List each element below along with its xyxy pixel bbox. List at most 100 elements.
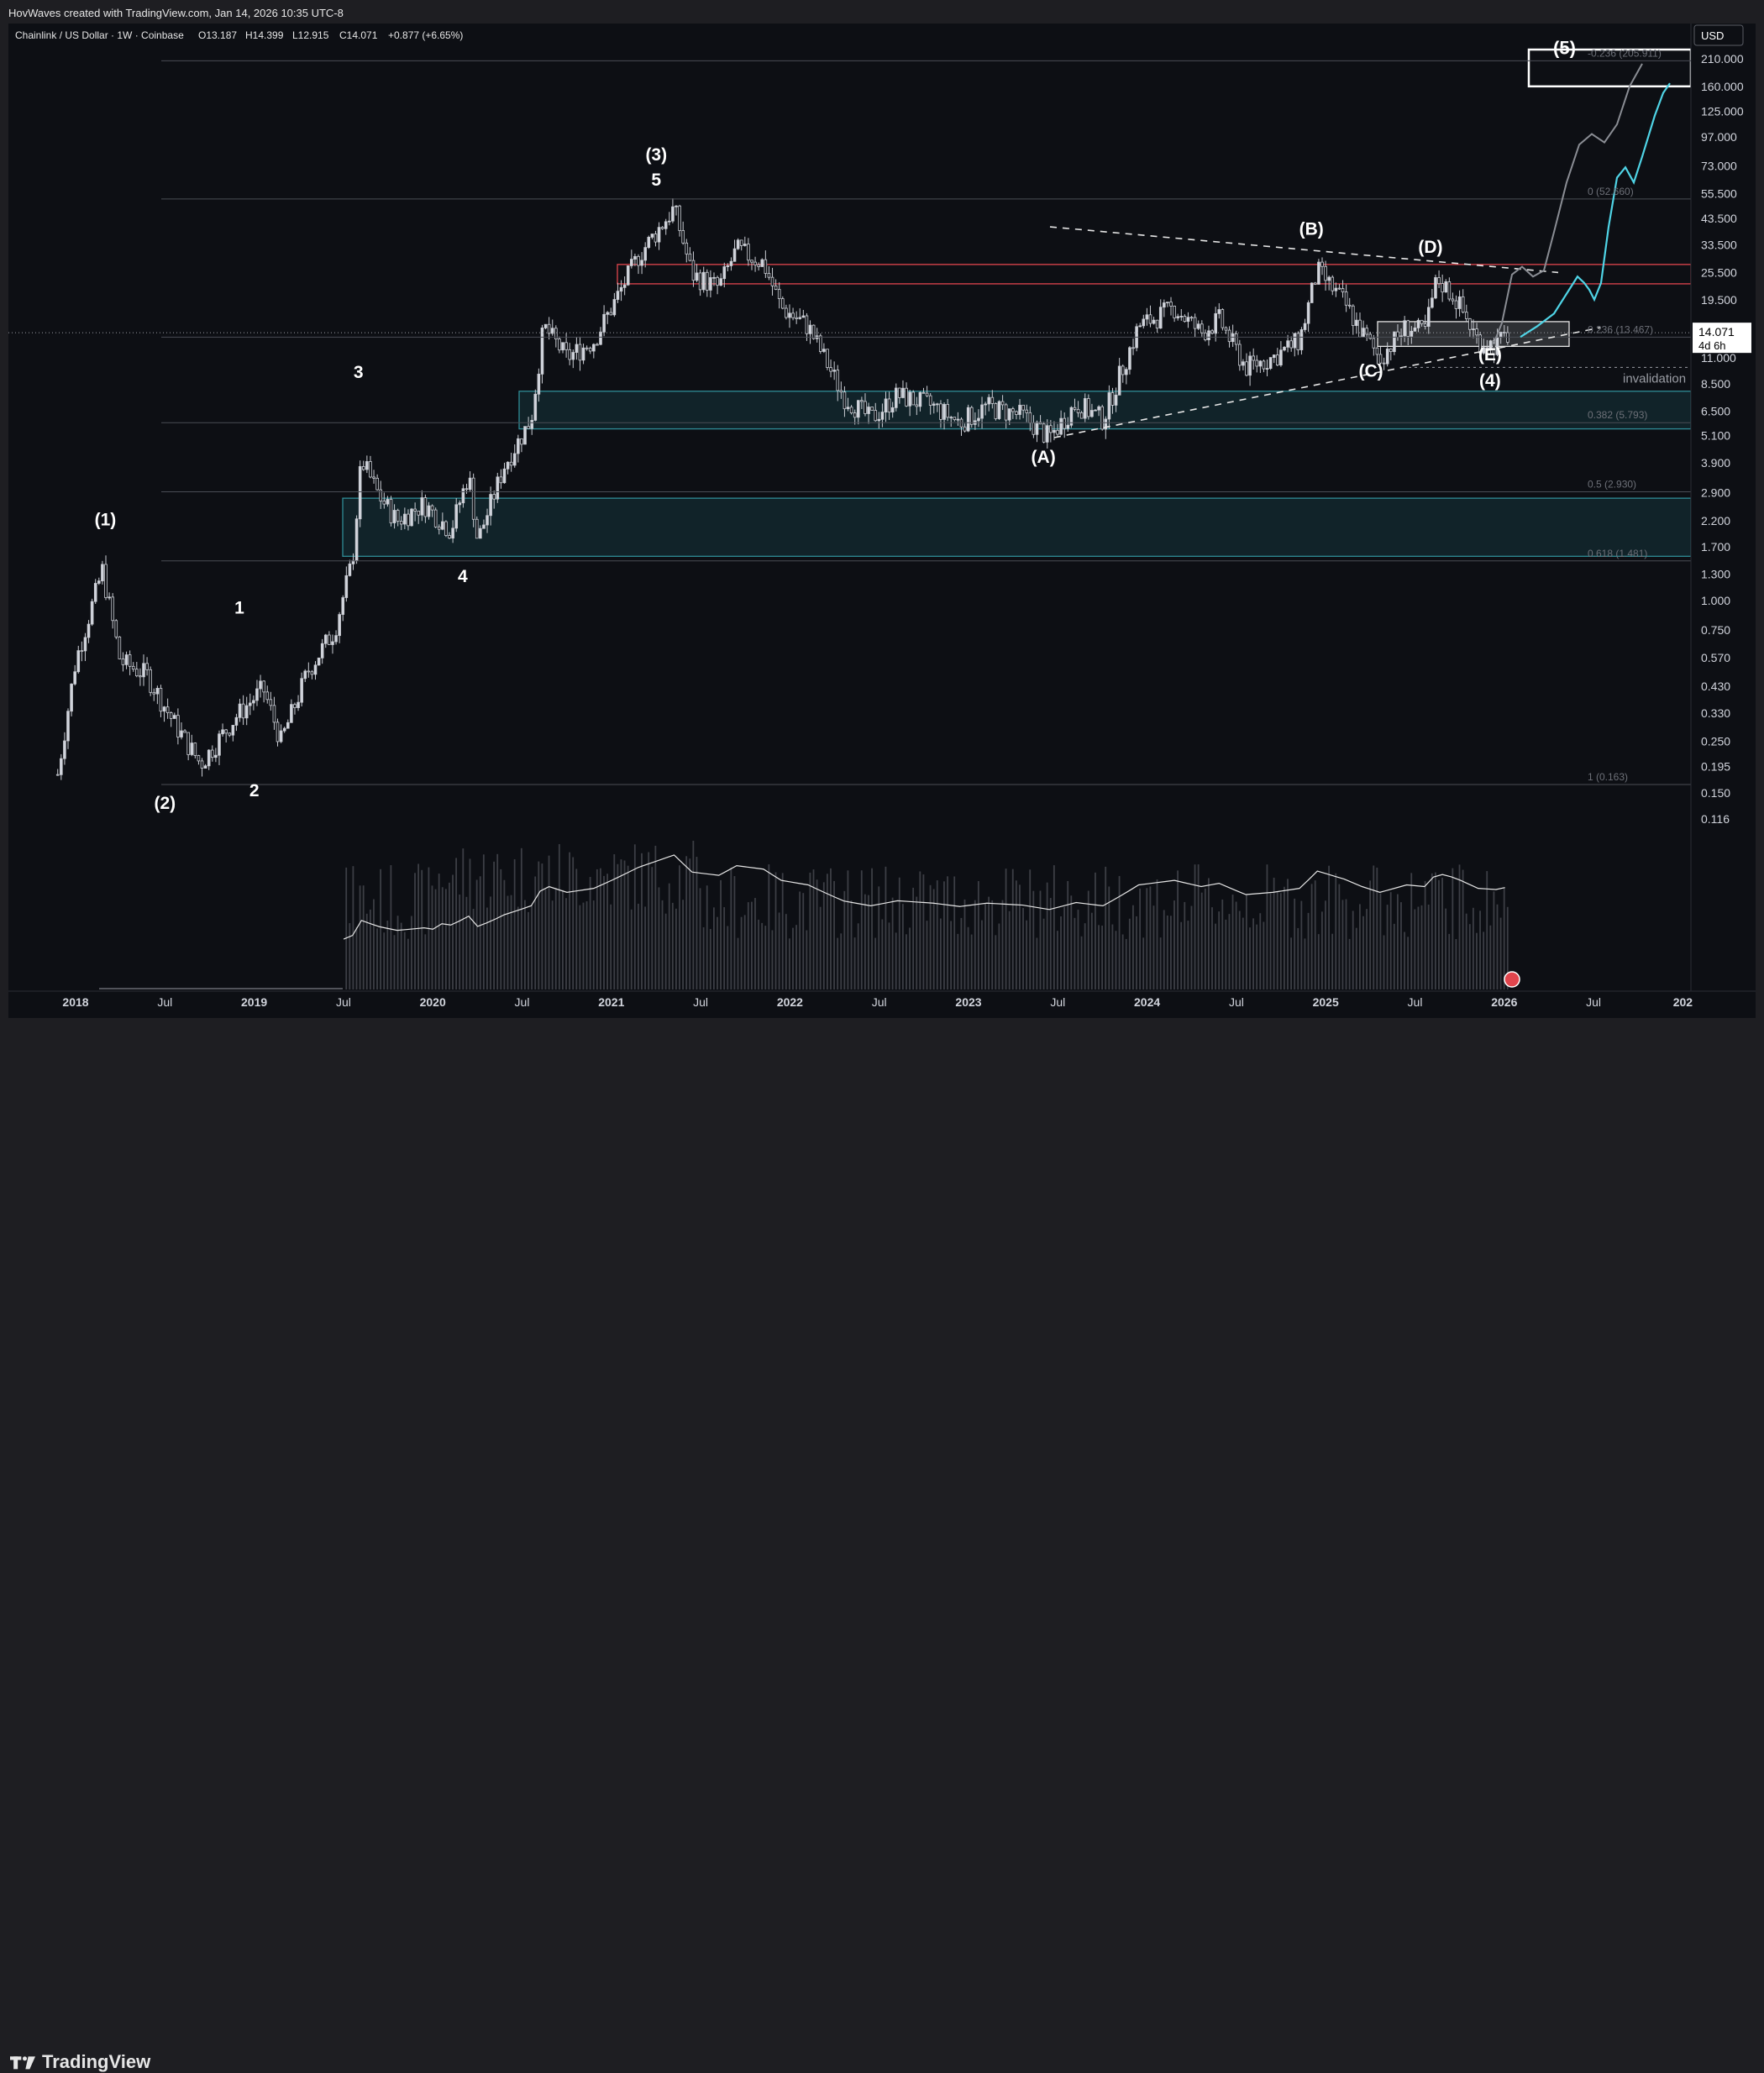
candle-body xyxy=(853,412,857,418)
candle-body xyxy=(1217,309,1221,314)
volume-bar xyxy=(393,935,396,989)
wave-label: (1) xyxy=(95,511,117,530)
candle-body xyxy=(290,704,293,723)
candle-body xyxy=(1482,347,1486,354)
candle-body xyxy=(1238,344,1242,366)
volume-bar xyxy=(857,923,859,989)
volume-bar xyxy=(1269,893,1272,989)
volume-bar xyxy=(888,922,890,989)
volume-bar xyxy=(651,867,654,989)
candle-body xyxy=(1478,334,1482,354)
volume-bar xyxy=(1011,869,1014,989)
volume-bar xyxy=(1015,880,1017,989)
price-chart[interactable]: -0.236 (205.911) 0 (52.660) 0.236 (13.467)… xyxy=(8,24,1756,1018)
volume-bar xyxy=(1032,890,1035,989)
candle-body xyxy=(66,711,70,742)
volume-bar xyxy=(1486,871,1488,989)
volume-bar xyxy=(1396,894,1399,989)
candle-body xyxy=(619,286,623,292)
candle-body xyxy=(770,276,774,286)
candle-body xyxy=(118,636,122,659)
volume-bar xyxy=(1506,906,1509,989)
candle-body xyxy=(210,749,214,758)
time-tick-label: Jul xyxy=(1229,995,1244,1009)
candle-body xyxy=(1028,412,1032,423)
candle-body xyxy=(73,671,76,685)
candle-body xyxy=(131,665,135,670)
volume-bar xyxy=(758,919,759,989)
volume-bar xyxy=(373,899,375,989)
time-tick-label: Jul xyxy=(1050,995,1065,1009)
volume-bar xyxy=(1386,905,1389,989)
volume-bar xyxy=(1314,880,1316,989)
candle-body xyxy=(898,387,901,398)
candle-body xyxy=(454,504,459,529)
legend-item: +0.877 (+6.65%) xyxy=(388,29,463,41)
volume-bar xyxy=(802,893,805,989)
candle-body xyxy=(1090,410,1094,417)
volume-bar xyxy=(1163,910,1165,989)
candle-body xyxy=(681,230,685,244)
candle-body xyxy=(282,727,286,732)
volume-bar xyxy=(723,907,726,989)
footer: TradingView xyxy=(0,1018,1764,2072)
candle-body xyxy=(706,271,709,291)
volume-bar xyxy=(465,896,468,989)
candle-body xyxy=(520,438,523,445)
legend-item: L12.915 xyxy=(292,29,329,41)
candle-body xyxy=(386,499,390,505)
volume-bar xyxy=(544,889,547,989)
candle-body xyxy=(716,276,719,286)
volume-bar xyxy=(1070,895,1073,989)
volume-bar xyxy=(1341,900,1344,989)
candle-body xyxy=(969,407,974,425)
volume-bar xyxy=(1194,864,1196,989)
candle-body xyxy=(190,743,194,755)
volume-bar xyxy=(1472,907,1474,989)
volume-bar xyxy=(871,868,873,989)
volume-bar xyxy=(421,869,423,989)
volume-bar xyxy=(1468,924,1471,989)
candle-body xyxy=(698,272,702,291)
candle-body xyxy=(626,265,630,286)
candle-body xyxy=(1073,407,1077,410)
price-tick-label: 0.750 xyxy=(1701,623,1730,637)
candle-body xyxy=(966,407,970,432)
candle-body xyxy=(774,285,778,290)
candle-body xyxy=(1035,422,1039,435)
volume-bar xyxy=(1211,907,1213,989)
volume-bar xyxy=(1307,912,1310,989)
candle-body xyxy=(55,774,60,776)
chart-frame[interactable]: -0.236 (205.911) 0 (52.660) 0.236 (13.467)… xyxy=(8,24,1756,1018)
candle-body xyxy=(259,680,262,690)
candle-body xyxy=(97,580,101,584)
candle-body xyxy=(365,461,369,470)
candle-body xyxy=(451,527,454,539)
candle-body xyxy=(1272,354,1276,359)
volume-bar xyxy=(1276,891,1278,989)
candle-body xyxy=(1389,348,1393,353)
candle-body xyxy=(441,521,444,530)
candle-body xyxy=(252,700,255,704)
volume-bar xyxy=(1263,921,1265,989)
wave-label: 3 xyxy=(354,363,364,382)
volume-bar xyxy=(1231,895,1234,989)
tradingview-logo[interactable]: TradingView xyxy=(10,2051,150,2073)
candle-body xyxy=(1193,317,1197,329)
last-price-countdown: 4d 6h xyxy=(1698,339,1726,352)
candle-body xyxy=(785,307,788,318)
candle-body xyxy=(1204,332,1207,340)
volume-bar xyxy=(365,913,368,989)
candle-body xyxy=(921,391,926,394)
candle-body xyxy=(104,564,108,598)
candle-body xyxy=(739,239,743,246)
volume-bar xyxy=(878,886,880,989)
last-price-badge xyxy=(1693,323,1751,354)
candle-body xyxy=(571,352,575,360)
candle-body xyxy=(1100,406,1105,430)
candle-body xyxy=(1472,328,1475,331)
candle-body xyxy=(244,705,249,719)
volume-bar xyxy=(1084,923,1086,989)
attribution-bar: HovWaves created with TradingView.com, J… xyxy=(0,0,1764,24)
candle-body xyxy=(880,412,885,420)
